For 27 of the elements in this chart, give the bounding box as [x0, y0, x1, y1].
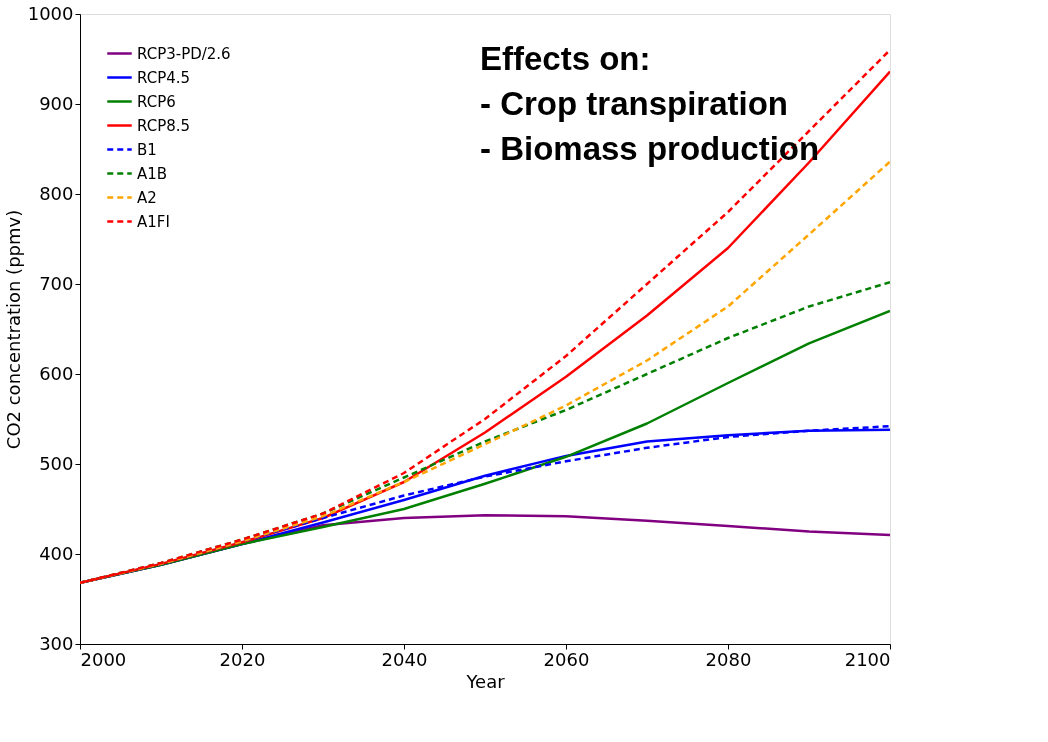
- annotation: Effects on:: [480, 40, 651, 77]
- y-tick-label: 700: [39, 272, 74, 294]
- x-tick-label: 2080: [705, 648, 752, 670]
- y-axis-title: CO2 concentration (ppmv): [2, 209, 24, 450]
- legend-label: A1FI: [137, 212, 170, 231]
- x-tick-label: 2040: [381, 648, 428, 670]
- y-tick-label: 900: [39, 92, 74, 114]
- legend-label: A2: [137, 188, 157, 207]
- x-tick-label: 2020: [219, 648, 266, 670]
- legend-label: RCP8.5: [137, 116, 191, 135]
- y-tick-label: 300: [39, 632, 74, 654]
- y-tick-label: 500: [39, 452, 74, 474]
- legend-label: RCP4.5: [137, 68, 191, 87]
- x-tick-label: 2060: [543, 648, 590, 670]
- y-tick-label: 400: [39, 542, 74, 564]
- legend-label: RCP3-PD/2.6: [137, 44, 231, 63]
- legend-label: A1B: [137, 164, 168, 183]
- x-axis-title: Year: [465, 670, 506, 692]
- x-tick-label: 2000: [80, 648, 127, 670]
- legend-label: RCP6: [137, 92, 176, 111]
- legend-label: B1: [137, 140, 157, 159]
- annotation: - Biomass production: [480, 130, 820, 167]
- y-tick-label: 800: [39, 182, 74, 204]
- y-tick-label: 1000: [27, 2, 74, 24]
- y-tick-label: 600: [39, 362, 74, 384]
- x-tick-label: 2100: [844, 648, 891, 670]
- annotation: - Crop transpiration: [480, 85, 789, 122]
